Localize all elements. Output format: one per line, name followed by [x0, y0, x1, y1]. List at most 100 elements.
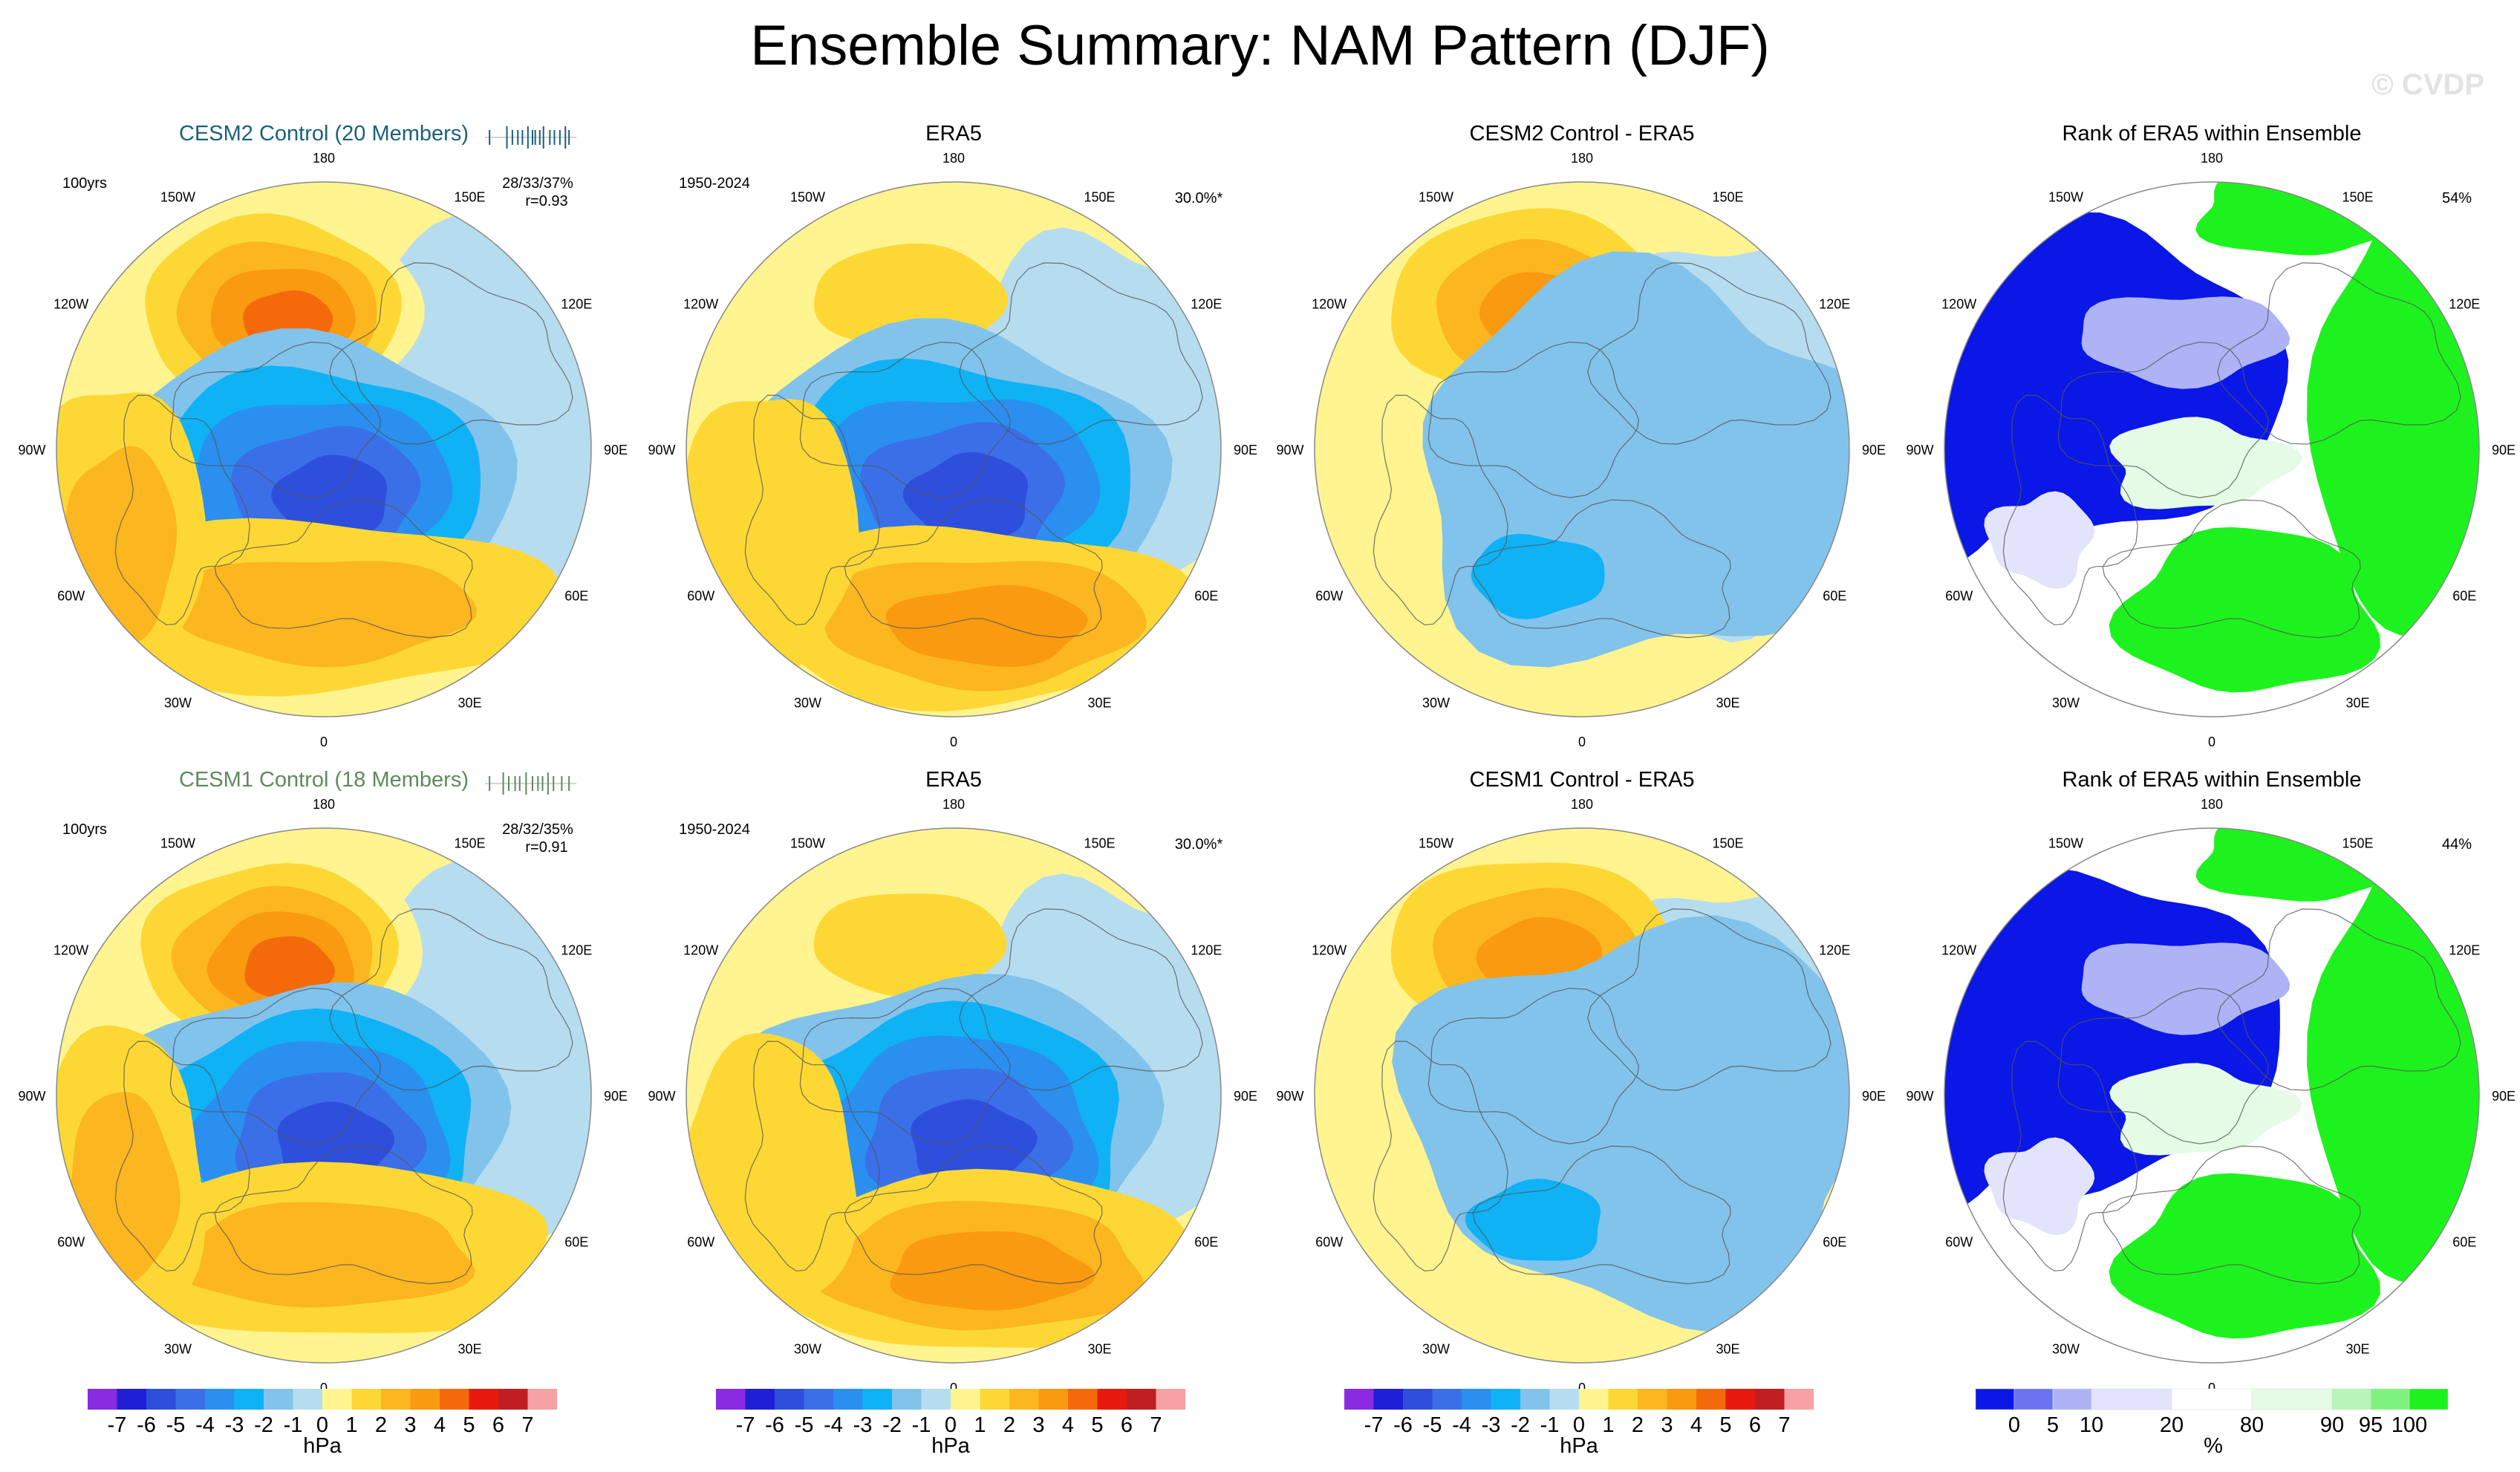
lon-label: 30E: [1087, 695, 1111, 710]
lon-label: 90W: [648, 1089, 675, 1104]
lon-label: 30W: [164, 1341, 192, 1356]
lon-label: 0: [1578, 735, 1586, 749]
lon-label: 30E: [458, 1341, 481, 1356]
colorbar-tick-label: -1: [284, 1413, 303, 1437]
colorbar-swatch: [1638, 1389, 1667, 1410]
lon-label: 90E: [1234, 443, 1257, 457]
lon-label: 150W: [2048, 836, 2083, 851]
colorbar-swatch: [921, 1389, 951, 1410]
lon-label: 90W: [648, 443, 675, 457]
coastlines: [744, 908, 1203, 1285]
colorbar-unit: %: [2204, 1434, 2223, 1458]
watermark: © CVDP: [2371, 68, 2484, 101]
colorbar-tick-label: -2: [254, 1413, 273, 1437]
lon-label: 60E: [1823, 589, 1846, 604]
lon-label: 0: [1578, 1381, 1586, 1396]
lon-label: 90E: [604, 1089, 628, 1104]
pattern-stats: 28/33/37%: [502, 175, 573, 192]
map-field: [1944, 182, 2479, 717]
coastline: [214, 1145, 473, 1285]
colorbar-tick-label: 7: [1778, 1413, 1790, 1437]
lon-label: 90E: [604, 443, 628, 457]
lon-label: 180: [313, 151, 335, 166]
lon-label: 30E: [2345, 1341, 2369, 1356]
panel-note-right: 30.0%*: [1175, 836, 1223, 853]
field-contour-level: [911, 1098, 1038, 1185]
lon-label: 0: [2208, 1381, 2215, 1396]
map-field: [56, 828, 591, 1363]
lon-label: 120E: [2449, 943, 2480, 958]
lon-label: 90E: [1862, 443, 1886, 457]
colorbar-tick-label: -6: [765, 1413, 784, 1437]
colorbar-swatch: [88, 1389, 117, 1410]
colorbar-swatch: [175, 1389, 205, 1410]
lon-label: 90E: [1234, 1089, 1257, 1104]
pattern-stats: 28/32/35%: [502, 821, 573, 838]
colorbar-tick-label: 95: [2359, 1413, 2383, 1437]
colorbar-swatch: [775, 1389, 804, 1410]
coastline: [1472, 1145, 1731, 1285]
coastline: [844, 1145, 1103, 1285]
lon-label: 120E: [1819, 297, 1850, 312]
lon-label: 150W: [790, 836, 825, 851]
colorbar-swatch: [264, 1389, 293, 1410]
colorbar-swatch: [1520, 1389, 1550, 1410]
lon-label: 120E: [2449, 297, 2480, 312]
map-panel-ens: 180 150E 120E 90E 60E 30E 0 30W 60W 90W 120W 150W CE…: [18, 768, 628, 1396]
colorbar-swatch: [1344, 1389, 1374, 1410]
panel-title: CESM2 Control - ERA5: [1470, 122, 1695, 146]
colorbar-swatch: [1608, 1389, 1638, 1410]
colorbar-tick-label: 3: [1032, 1413, 1044, 1437]
colorbar-unit: hPa: [303, 1434, 342, 1458]
colorbar-tick-label: -1: [912, 1413, 931, 1437]
lon-label: 120E: [561, 943, 592, 958]
colorbar-tick-label: -2: [1511, 1413, 1530, 1437]
panel-note-right: 30.0%*: [1175, 190, 1223, 206]
lon-label: 30W: [2052, 695, 2080, 710]
lon-label: 120W: [683, 297, 718, 312]
lon-label: 60E: [564, 589, 588, 604]
colorbar-tick-label: 6: [1749, 1413, 1761, 1437]
lon-label: 120W: [683, 943, 718, 958]
map-border: [56, 181, 592, 717]
lon-label: 120W: [1312, 943, 1347, 958]
field-contour-level: [813, 893, 1007, 998]
colorbar-swatch: [146, 1389, 176, 1410]
coastline: [214, 499, 473, 639]
colorbar-tick-label: 1: [345, 1413, 357, 1437]
lon-label: 120W: [1941, 297, 1976, 312]
lon-label: 60E: [1823, 1235, 1846, 1250]
rank-region-80-90: [2109, 1063, 2302, 1156]
colorbar-tick-label: -4: [824, 1413, 843, 1437]
colorbar-tick-label: -2: [882, 1413, 902, 1437]
colorbar-tick-label: -7: [108, 1413, 127, 1437]
lon-label: 0: [950, 735, 957, 749]
coastline: [959, 908, 1203, 1091]
map-field: [1315, 828, 1849, 1363]
map-field: [1944, 828, 2479, 1363]
colorbar-swatch: [1579, 1389, 1609, 1410]
colorbar-tick-label: 4: [1062, 1413, 1074, 1437]
colorbar-tick-label: 7: [521, 1413, 533, 1437]
lon-label: 60W: [1315, 589, 1343, 604]
coastlines: [114, 908, 573, 1285]
lon-label: 30E: [458, 695, 481, 710]
map-border: [56, 827, 592, 1364]
colorbar-tick-label: 10: [2080, 1413, 2103, 1437]
map-panel-obs: 180 150E 120E 90E 60E 30E 0 30W 60W 90W 120W 150W ER…: [648, 768, 1257, 1396]
lon-label: 150E: [1712, 836, 1743, 851]
panel-title: Rank of ERA5 within Ensemble: [2062, 768, 2362, 792]
lon-label: 180: [1571, 151, 1593, 166]
colorbar-swatch: [1068, 1389, 1098, 1410]
lon-label: 90W: [1906, 443, 1933, 457]
lon-label: 150W: [160, 190, 195, 205]
lon-label: 120E: [561, 297, 592, 312]
coastline: [1472, 499, 1731, 639]
field-contour-level: [1465, 1179, 1601, 1261]
colorbar-swatch: [1549, 1389, 1579, 1410]
coastlines: [1373, 908, 1832, 1285]
map-panel-rank: 180 150E 120E 90E 60E 30E 0 30W 60W 90W 120W 150W Ra…: [1906, 768, 2516, 1396]
colorbar-swatch: [2052, 1388, 2092, 1410]
lon-label: 150E: [1084, 190, 1115, 205]
